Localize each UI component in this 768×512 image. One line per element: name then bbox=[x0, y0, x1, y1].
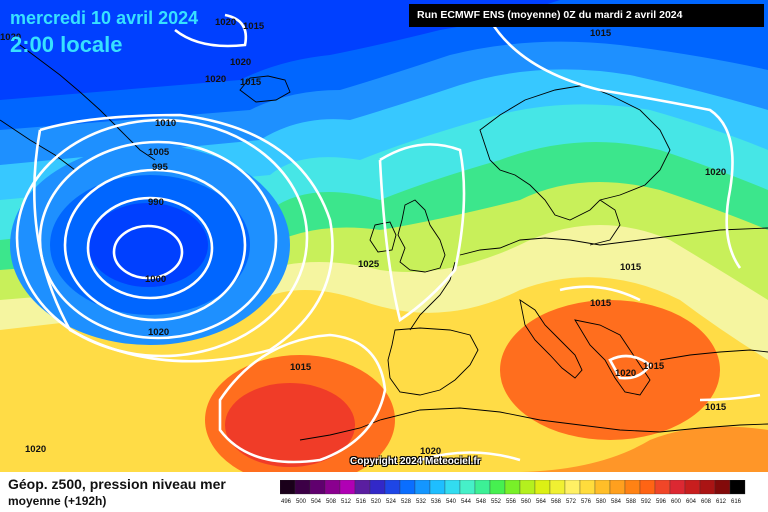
scale-swatch bbox=[699, 480, 716, 495]
map-forecast-lead: moyenne (+192h) bbox=[8, 494, 107, 508]
scale-label: 516 bbox=[356, 499, 367, 505]
geopotential-color-scale: 496 500 504 508 512 516 520 524 528 532 536 540 544 5… bbox=[280, 480, 746, 505]
scale-label: 608 bbox=[701, 499, 712, 505]
scale-swatch bbox=[384, 480, 401, 495]
isobar-label: 1015 bbox=[705, 402, 727, 413]
scale-label: 564 bbox=[536, 499, 547, 505]
scale-label: 540 bbox=[446, 499, 457, 505]
scale-swatch bbox=[684, 480, 701, 495]
scale-swatch bbox=[414, 480, 431, 495]
scale-label: 612 bbox=[716, 499, 727, 505]
scale-label: 552 bbox=[491, 499, 502, 505]
scale-label: 508 bbox=[326, 499, 337, 505]
scale-label: 560 bbox=[521, 499, 532, 505]
isobar-label: 1005 bbox=[148, 147, 170, 158]
scale-swatch bbox=[429, 480, 446, 495]
scale-swatch bbox=[564, 480, 581, 495]
copyright-notice: Copyright 2024 Meteociel.fr bbox=[350, 456, 481, 467]
scale-swatch bbox=[324, 480, 341, 495]
isobar-label: 1020 bbox=[705, 167, 726, 178]
scale-label: 604 bbox=[686, 499, 697, 505]
valid-date-title: mercredi 10 avril 2024 bbox=[10, 8, 199, 28]
isobar-label: 1020 bbox=[205, 74, 226, 85]
isobar-value-labels: 1015 1020 1020 1020 1015 1010 1005 995 990 1000 10… bbox=[0, 17, 727, 457]
map-footer: Géop. z500, pression niveau mer moyenne … bbox=[0, 472, 768, 512]
isobar-lines bbox=[15, 13, 761, 464]
isobar-label: 1015 bbox=[590, 298, 612, 309]
scale-label: 576 bbox=[581, 499, 592, 505]
isobar-label: 1020 bbox=[25, 444, 46, 455]
isobar-label: 1010 bbox=[155, 118, 176, 129]
scale-label: 548 bbox=[476, 499, 487, 505]
isobar-label: 1020 bbox=[615, 368, 636, 379]
scale-swatch bbox=[594, 480, 611, 495]
isobar-label: 1020 bbox=[0, 32, 21, 43]
scale-swatch bbox=[309, 480, 326, 495]
scale-label: 596 bbox=[656, 499, 667, 505]
scale-swatch bbox=[354, 480, 371, 495]
scale-label: 572 bbox=[566, 499, 577, 505]
scale-label: 544 bbox=[461, 499, 472, 505]
isobar-label: 1015 bbox=[643, 361, 665, 372]
isobar-label: 1020 bbox=[215, 17, 236, 28]
scale-label: 592 bbox=[641, 499, 652, 505]
scale-swatch bbox=[280, 480, 296, 495]
scale-swatch bbox=[339, 480, 356, 495]
map-variable-title: Géop. z500, pression niveau mer bbox=[8, 476, 226, 492]
scale-label: 504 bbox=[311, 499, 322, 505]
scale-swatch bbox=[399, 480, 416, 495]
valid-time-title: 2:00 locale bbox=[10, 32, 123, 57]
isobar-label: 990 bbox=[148, 197, 164, 208]
isobar-label: 1000 bbox=[145, 274, 166, 285]
scale-swatch bbox=[639, 480, 656, 495]
scale-swatch bbox=[624, 480, 641, 495]
scale-swatch bbox=[669, 480, 686, 495]
weather-map: 1015 1020 1020 1020 1015 1010 1005 995 990 1000 10… bbox=[0, 0, 768, 472]
scale-label: 520 bbox=[371, 499, 382, 505]
scale-label: 528 bbox=[401, 499, 412, 505]
isobar-label: 1015 bbox=[590, 28, 612, 39]
scale-swatch bbox=[519, 480, 536, 495]
isobar-label: 1020 bbox=[230, 57, 251, 68]
scale-swatch bbox=[729, 480, 746, 495]
scale-swatch bbox=[549, 480, 566, 495]
scale-label: 532 bbox=[416, 499, 427, 505]
scale-swatch bbox=[534, 480, 551, 495]
scale-label: 536 bbox=[431, 499, 442, 505]
geopotential-map-svg: 1015 1020 1020 1020 1015 1010 1005 995 990 1000 10… bbox=[0, 0, 768, 472]
scale-label: 600 bbox=[671, 499, 682, 505]
scale-swatch bbox=[444, 480, 461, 495]
scale-label: 580 bbox=[596, 499, 607, 505]
scale-swatch bbox=[459, 480, 476, 495]
scale-swatch bbox=[369, 480, 386, 495]
isobar-label: 1020 bbox=[148, 327, 169, 338]
isobar-label: 1015 bbox=[290, 362, 312, 373]
scale-label: 568 bbox=[551, 499, 562, 505]
model-run-info: Run ECMWF ENS (moyenne) 0Z du mardi 2 av… bbox=[409, 4, 764, 27]
scale-label: 512 bbox=[341, 499, 352, 505]
scale-label: 500 bbox=[296, 499, 307, 505]
isobar-label: 1015 bbox=[243, 21, 265, 32]
geopotential-color-bands bbox=[0, 0, 768, 472]
isobar-label: 1025 bbox=[358, 259, 380, 270]
scale-label: 588 bbox=[626, 499, 637, 505]
scale-swatch bbox=[489, 480, 506, 495]
scale-swatch bbox=[474, 480, 491, 495]
isobar-label: 1015 bbox=[620, 262, 642, 273]
color-band-11 bbox=[225, 383, 355, 467]
scale-label: 616 bbox=[731, 499, 742, 505]
scale-label: 556 bbox=[506, 499, 517, 505]
scale-swatch bbox=[294, 480, 311, 495]
isobar-label: 995 bbox=[152, 162, 169, 173]
scale-label: 496 bbox=[281, 499, 292, 505]
scale-swatch bbox=[654, 480, 671, 495]
scale-swatch bbox=[504, 480, 521, 495]
scale-swatch bbox=[714, 480, 731, 495]
scale-label: 584 bbox=[611, 499, 622, 505]
isobar-label: 1020 bbox=[420, 446, 441, 457]
isobar-label: 1015 bbox=[240, 77, 262, 88]
scale-swatch bbox=[609, 480, 626, 495]
scale-swatch bbox=[579, 480, 596, 495]
scale-label: 524 bbox=[386, 499, 397, 505]
